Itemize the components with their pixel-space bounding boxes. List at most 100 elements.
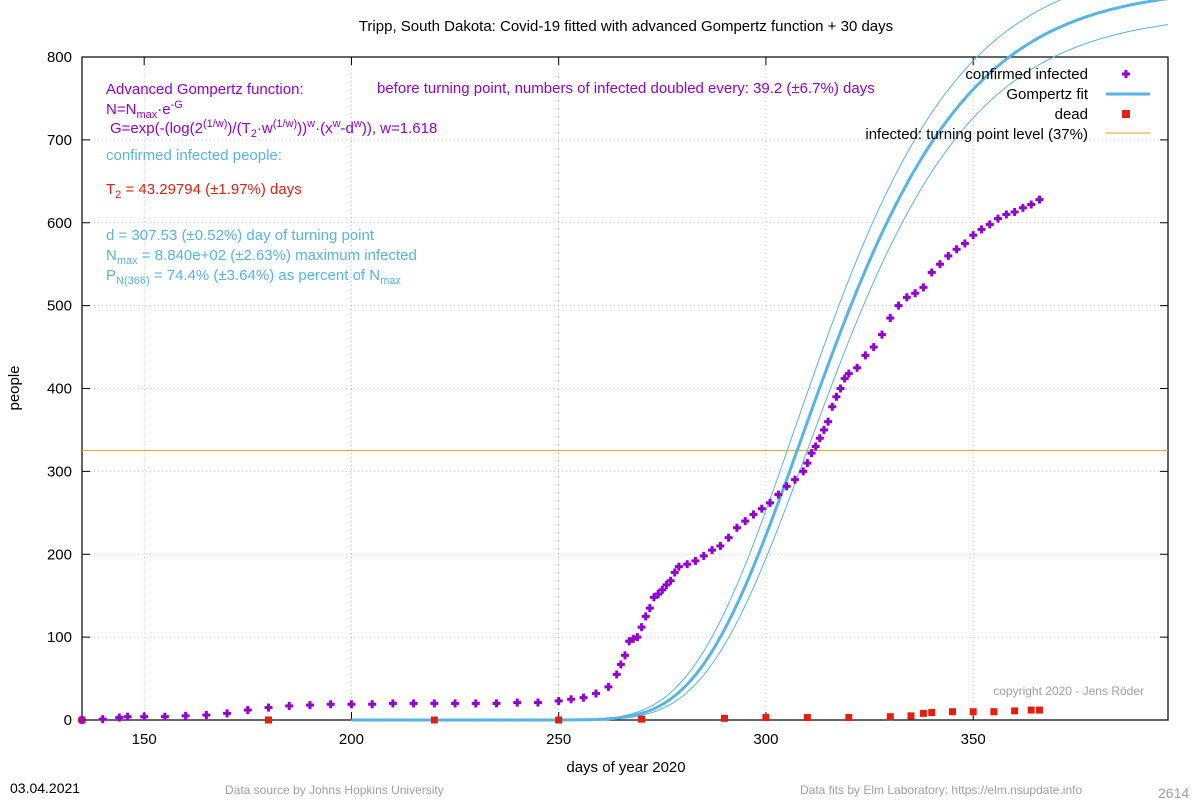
- infected-point: [347, 700, 356, 709]
- infected-point: [803, 459, 812, 468]
- infected-point: [670, 568, 679, 577]
- infected-point: [409, 699, 418, 708]
- data-layer: [78, 0, 1169, 724]
- nmax-sub: max: [116, 255, 138, 267]
- infected-point: [819, 425, 828, 434]
- infected-point: [658, 585, 667, 594]
- infected-point: [844, 369, 853, 378]
- infected-point: [430, 699, 439, 708]
- x-tick-label: 200: [339, 731, 364, 748]
- formula-g-sup4: w: [307, 118, 316, 130]
- infected-point: [699, 551, 708, 560]
- grid-layer: [82, 57, 1168, 720]
- infected-point: [708, 546, 717, 555]
- t2-line: T2 = 43.29794 (±1.97%) days: [106, 181, 302, 201]
- infected-point: [919, 283, 928, 292]
- dead-point: [720, 714, 728, 722]
- formula-g-sup5: w: [332, 118, 341, 130]
- infected-point: [790, 475, 799, 484]
- formula-n-sup: -G: [170, 99, 183, 111]
- infected-point: [807, 449, 816, 458]
- y-tick-label: 800: [47, 49, 72, 66]
- infected-point: [666, 576, 675, 585]
- y-tick-label: 500: [47, 298, 72, 315]
- doubling-note: before turning point, numbers of infecte…: [377, 80, 875, 97]
- infected-point: [1027, 200, 1036, 209]
- infected-point: [902, 293, 911, 302]
- formula-g-f: -d: [340, 120, 354, 137]
- infected-point: [305, 701, 314, 710]
- x-tick-label: 250: [546, 731, 571, 748]
- footer-date: 03.04.2021: [10, 780, 81, 796]
- infected-point: [612, 670, 621, 679]
- axes-layer: 150 200 250 300 350 0 100 200 300 400 500 600 700 800: [47, 49, 1169, 748]
- formula-n: N=Nmax·e-G: [106, 99, 183, 121]
- formula-g-e: ·(x: [315, 120, 333, 137]
- formula-g-d: )): [297, 120, 308, 137]
- infected-point: [861, 351, 870, 360]
- infected-point: [927, 268, 936, 277]
- p-mid: = 74.4% (±3.64%) as percent of N: [149, 267, 381, 284]
- infected-point: [674, 562, 683, 571]
- infected-point: [828, 402, 837, 411]
- infected-point: [554, 696, 563, 705]
- infected-point: [160, 712, 169, 721]
- infected-point: [894, 301, 903, 310]
- infected-point: [1010, 207, 1019, 216]
- x-tick-label: 350: [961, 731, 986, 748]
- infected-point: [952, 245, 961, 254]
- infected-point: [716, 541, 725, 550]
- infected-point: [960, 239, 969, 248]
- legend-label: confirmed infected: [965, 66, 1088, 83]
- infected-point: [98, 715, 107, 724]
- formula-g-a: G=exp(-(log(2: [110, 120, 203, 137]
- infected-point: [243, 706, 252, 715]
- p-sub2: max: [380, 275, 401, 287]
- infected-point: [936, 260, 945, 269]
- copyright-note: copyright 2020 - Jens Röder: [993, 684, 1144, 698]
- legend: confirmed infected Gompertz fit dead infect…: [865, 66, 1150, 143]
- infected-point: [683, 560, 692, 569]
- dead-point: [969, 708, 977, 716]
- infected-point: [579, 693, 588, 702]
- dead-point: [886, 713, 894, 721]
- dead-point: [265, 716, 273, 724]
- footer-source: Data source by Johns Hopkins University: [225, 783, 444, 797]
- infected-point: [732, 523, 741, 532]
- formula-n-prefix: N=N: [106, 101, 137, 118]
- formula-g-g: )), w=1.618: [361, 120, 438, 137]
- infected-point: [969, 231, 978, 240]
- x-axis-label: days of year 2020: [566, 759, 685, 776]
- infected-point: [451, 699, 460, 708]
- infected-point: [637, 623, 646, 632]
- formula-g-sub2: 2: [250, 128, 257, 140]
- t2-prefix: T: [106, 181, 116, 198]
- confirmed-label: confirmed infected people:: [106, 147, 282, 164]
- dead-point: [430, 716, 438, 724]
- y-tick-label: 700: [47, 132, 72, 149]
- t2-sub: 2: [115, 189, 122, 201]
- infected-point: [492, 699, 501, 708]
- dead-point: [762, 714, 770, 722]
- infected-point: [264, 703, 273, 712]
- infected-point: [811, 442, 820, 451]
- p-prefix: P: [106, 267, 117, 284]
- infected-point: [513, 698, 522, 707]
- infected-point: [654, 590, 663, 599]
- infected-point: [285, 701, 294, 710]
- nmax-rest: = 8.840e+02 (±2.63%) maximum infected: [137, 247, 417, 264]
- dead-point: [1027, 706, 1035, 714]
- infected-point: [140, 712, 149, 721]
- infected-point: [799, 467, 808, 476]
- infected-point: [633, 633, 642, 642]
- infected-point: [616, 660, 625, 669]
- dead-point: [907, 712, 915, 720]
- legend-label: infected: turning point level (37%): [865, 126, 1088, 143]
- infected-point: [840, 374, 849, 383]
- dead-point: [555, 716, 563, 724]
- infected-point: [815, 434, 824, 443]
- formula-n-sub: max: [136, 109, 158, 121]
- infected-point: [645, 604, 654, 613]
- formula-g-sup1: (1/w): [202, 118, 228, 130]
